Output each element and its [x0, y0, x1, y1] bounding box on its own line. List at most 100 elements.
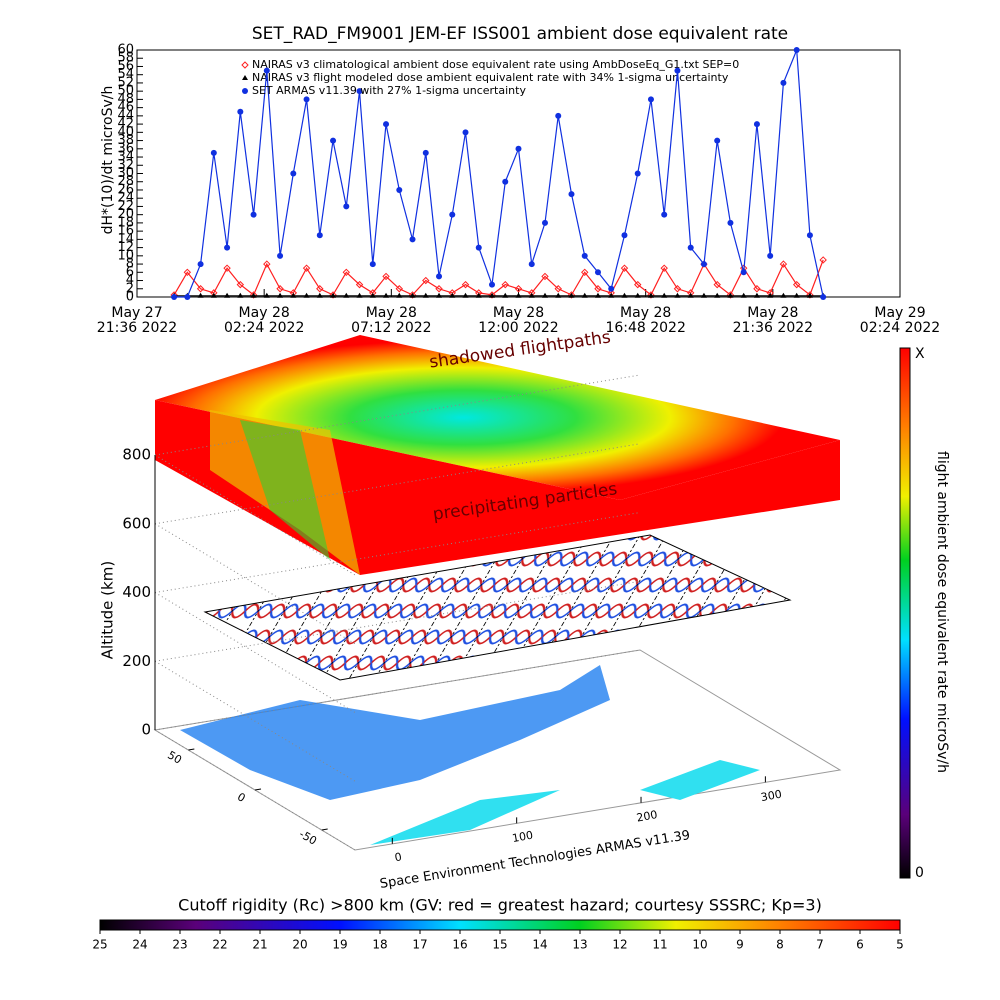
y-tick	[188, 748, 195, 751]
data-point	[700, 292, 707, 298]
data-point	[408, 291, 417, 299]
data-point	[661, 292, 668, 298]
data-point	[475, 244, 482, 251]
colorbar-label: flight ambient dose equivalent rate micr…	[934, 451, 950, 773]
y-tick-label: 32	[117, 158, 134, 173]
data-point	[276, 285, 284, 293]
data-point	[224, 292, 231, 298]
y-tick-label: 4	[126, 273, 134, 288]
slab-top	[155, 335, 840, 500]
y-tick-label: 58	[117, 51, 134, 66]
data-point	[621, 232, 628, 239]
data-point	[436, 273, 443, 280]
data-point	[714, 137, 721, 144]
colorbar-tick-label: 23	[172, 938, 187, 952]
z-tick-label: 800	[122, 446, 151, 464]
data-point	[383, 121, 390, 128]
map-land	[180, 665, 610, 800]
colorbar-tick-label: 14	[532, 938, 547, 952]
y-tick-label: 40	[117, 125, 134, 140]
x-tick-label: May 28 21:36 2022	[732, 305, 814, 336]
colorbar-tick-label: 18	[372, 938, 387, 952]
data-point	[528, 261, 535, 268]
data-point	[674, 67, 681, 74]
data-point	[740, 292, 747, 298]
data-point	[753, 292, 760, 298]
data-point	[713, 280, 721, 289]
data-point	[355, 280, 364, 289]
data-point	[303, 96, 310, 103]
data-point	[661, 211, 668, 218]
data-point	[819, 256, 827, 264]
y-tick-label: 8	[126, 257, 134, 272]
colorbar-tick-label: 25	[92, 938, 107, 952]
data-point	[555, 292, 562, 298]
colorbar-tick-label: 15	[492, 938, 507, 952]
data-point	[462, 129, 469, 136]
data-point	[647, 96, 654, 103]
data-point	[568, 292, 575, 298]
data-point	[608, 285, 615, 292]
x-tick-label: May 27 21:36 2022	[96, 305, 178, 336]
data-point	[196, 285, 205, 293]
data-point	[290, 292, 297, 298]
data-point	[249, 291, 258, 299]
y-tick-label: 0	[235, 790, 248, 805]
y-tick-label: 36	[117, 141, 134, 156]
data-point	[383, 292, 390, 298]
data-point	[792, 280, 801, 289]
data-point	[422, 149, 429, 156]
data-point	[820, 294, 827, 300]
data-point	[779, 260, 788, 268]
data-point	[197, 261, 204, 268]
data-point	[767, 252, 774, 259]
colorbar-label: Cutoff rigidity (Rc) >800 km (GV: red = …	[178, 896, 822, 915]
data-point	[316, 285, 324, 293]
data-point	[449, 211, 456, 218]
data-point	[342, 268, 351, 277]
x-tick-label: 0	[394, 850, 403, 864]
y-tick	[254, 788, 262, 791]
data-point	[621, 292, 628, 298]
data-point	[700, 261, 707, 268]
data-point	[461, 280, 470, 289]
data-point	[263, 292, 270, 298]
data-point	[634, 292, 641, 298]
y-tick-label: 34	[117, 150, 134, 165]
data-point	[502, 178, 509, 185]
z-grid-line	[154, 660, 356, 782]
data-point	[184, 294, 191, 300]
y-tick-label: 6	[126, 265, 134, 280]
z-tick-label: 200	[122, 652, 151, 670]
legend-symbol	[242, 88, 248, 94]
colorbar-tick-label: 8	[776, 938, 784, 952]
data-point	[581, 268, 589, 277]
rigidity-colorbar	[99, 919, 901, 931]
colorbar-tick-label: 13	[572, 938, 587, 952]
y-tick-label: 16	[117, 224, 134, 239]
data-point	[435, 285, 443, 293]
y-tick-label: 48	[117, 92, 134, 107]
data-point	[660, 264, 668, 272]
data-point	[594, 285, 602, 293]
y-tick-label: 10	[117, 248, 134, 263]
legend-label: SET ARMAS v11.39 with 27% 1-sigma uncert…	[252, 84, 526, 97]
colorbar-tick-label: 7	[816, 938, 824, 952]
y-tick-label: 54	[117, 67, 134, 82]
data-point	[183, 268, 192, 277]
colorbar-tick-label: X	[915, 346, 925, 362]
data-point	[395, 285, 403, 293]
data-point	[237, 292, 244, 298]
y-tick	[321, 828, 328, 831]
data-point	[634, 280, 642, 289]
y-tick-label: 12	[117, 240, 134, 255]
legend-label: NAIRAS v3 climatological ambient dose eq…	[252, 58, 739, 71]
data-point	[634, 170, 641, 177]
data-point	[277, 252, 284, 259]
data-point	[581, 252, 588, 259]
data-point	[330, 292, 337, 298]
data-point	[541, 292, 548, 298]
data-point	[488, 291, 496, 299]
